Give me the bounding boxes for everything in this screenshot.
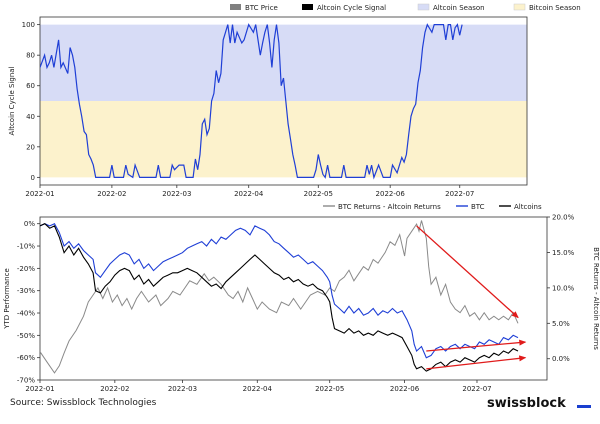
bottom-x-tick-label: 2022-05 bbox=[315, 385, 344, 393]
bottom-y-tick-label: -40% bbox=[17, 310, 35, 318]
bottom-y-tick-label: -20% bbox=[17, 265, 35, 273]
trend-arrow-3 bbox=[426, 355, 527, 370]
top-legend-swatch bbox=[417, 3, 430, 11]
top-legend-label: Altcoin Season bbox=[433, 4, 485, 12]
top-legend-swatch bbox=[302, 4, 313, 10]
season-band-bitcoin bbox=[40, 101, 527, 178]
bottom-y-axis-label: YTD Performance bbox=[3, 268, 11, 330]
bottom-y-tick-label: -50% bbox=[17, 332, 35, 340]
bottom-y2-tick-label: 20.0% bbox=[552, 214, 575, 222]
bottom-y2-tick-label: 10.0% bbox=[552, 284, 575, 292]
top-y-tick-label: 20 bbox=[26, 143, 35, 151]
bottom-y-tick-label: -70% bbox=[17, 377, 35, 385]
top-legend-label: Altcoin Cycle Signal bbox=[317, 4, 386, 12]
bottom-y2-axis-label: BTC Returns - Altcoin Returns bbox=[592, 247, 600, 350]
brand-accent bbox=[577, 405, 591, 408]
top-legend-swatch bbox=[230, 4, 241, 10]
altcoin-cycle-signal-line bbox=[40, 23, 463, 180]
bottom-x-tick-label: 2022-01 bbox=[25, 385, 54, 393]
top-x-tick-label: 2022-05 bbox=[304, 190, 333, 198]
top-x-tick-label: 2022-04 bbox=[234, 190, 264, 198]
trend-arrow-1 bbox=[416, 225, 519, 319]
spread-line bbox=[40, 220, 519, 374]
bottom-x-tick-label: 2022-03 bbox=[168, 385, 197, 393]
bottom-y-tick-label: -60% bbox=[17, 354, 35, 362]
bottom-y2-tick-label: 5.0% bbox=[552, 320, 570, 328]
btc-line bbox=[40, 222, 519, 359]
top-legend-label: BTC Price bbox=[245, 4, 278, 12]
brand-logo: swissblock bbox=[487, 396, 566, 411]
top-y-tick-label: 80 bbox=[26, 52, 35, 60]
bottom-legend-label: Altcoins bbox=[514, 203, 542, 211]
top-x-tick-label: 2022-02 bbox=[97, 190, 126, 198]
top-y-axis-label: Altcoin Cycle Signal bbox=[8, 66, 16, 135]
bottom-y-tick-label: -10% bbox=[17, 243, 35, 251]
bottom-x-tick-label: 2022-07 bbox=[462, 385, 491, 393]
source-note: Source: Swissblock Technologies bbox=[10, 398, 157, 408]
top-y-tick-label: 0 bbox=[31, 174, 35, 182]
top-x-tick-label: 2022-01 bbox=[25, 190, 54, 198]
top-x-tick-label: 2022-06 bbox=[376, 190, 406, 198]
bottom-y-tick-label: -30% bbox=[17, 287, 35, 295]
top-plot-frame bbox=[39, 16, 528, 186]
top-x-tick-label: 2022-03 bbox=[162, 190, 191, 198]
bottom-legend-label: BTC Returns - Altcoin Returns bbox=[338, 203, 441, 211]
altcoins-line bbox=[40, 223, 519, 372]
top-y-tick-label: 60 bbox=[26, 82, 35, 90]
top-y-tick-label: 100 bbox=[22, 21, 35, 29]
bottom-y-tick-label: 0% bbox=[24, 220, 35, 228]
bottom-y2-tick-label: 15.0% bbox=[552, 249, 575, 257]
top-legend-swatch bbox=[513, 3, 526, 11]
top-legend-label: Bitcoin Season bbox=[529, 4, 581, 12]
bottom-x-tick-label: 2022-02 bbox=[100, 385, 129, 393]
bottom-x-tick-label: 2022-04 bbox=[243, 385, 273, 393]
bottom-x-tick-label: 2022-06 bbox=[390, 385, 420, 393]
bottom-y2-tick-label: 0.0% bbox=[552, 355, 570, 363]
bottom-legend-label: BTC bbox=[471, 203, 485, 211]
top-x-tick-label: 2022-07 bbox=[445, 190, 474, 198]
top-y-tick-label: 40 bbox=[26, 113, 35, 121]
trend-arrow-2 bbox=[426, 339, 527, 352]
